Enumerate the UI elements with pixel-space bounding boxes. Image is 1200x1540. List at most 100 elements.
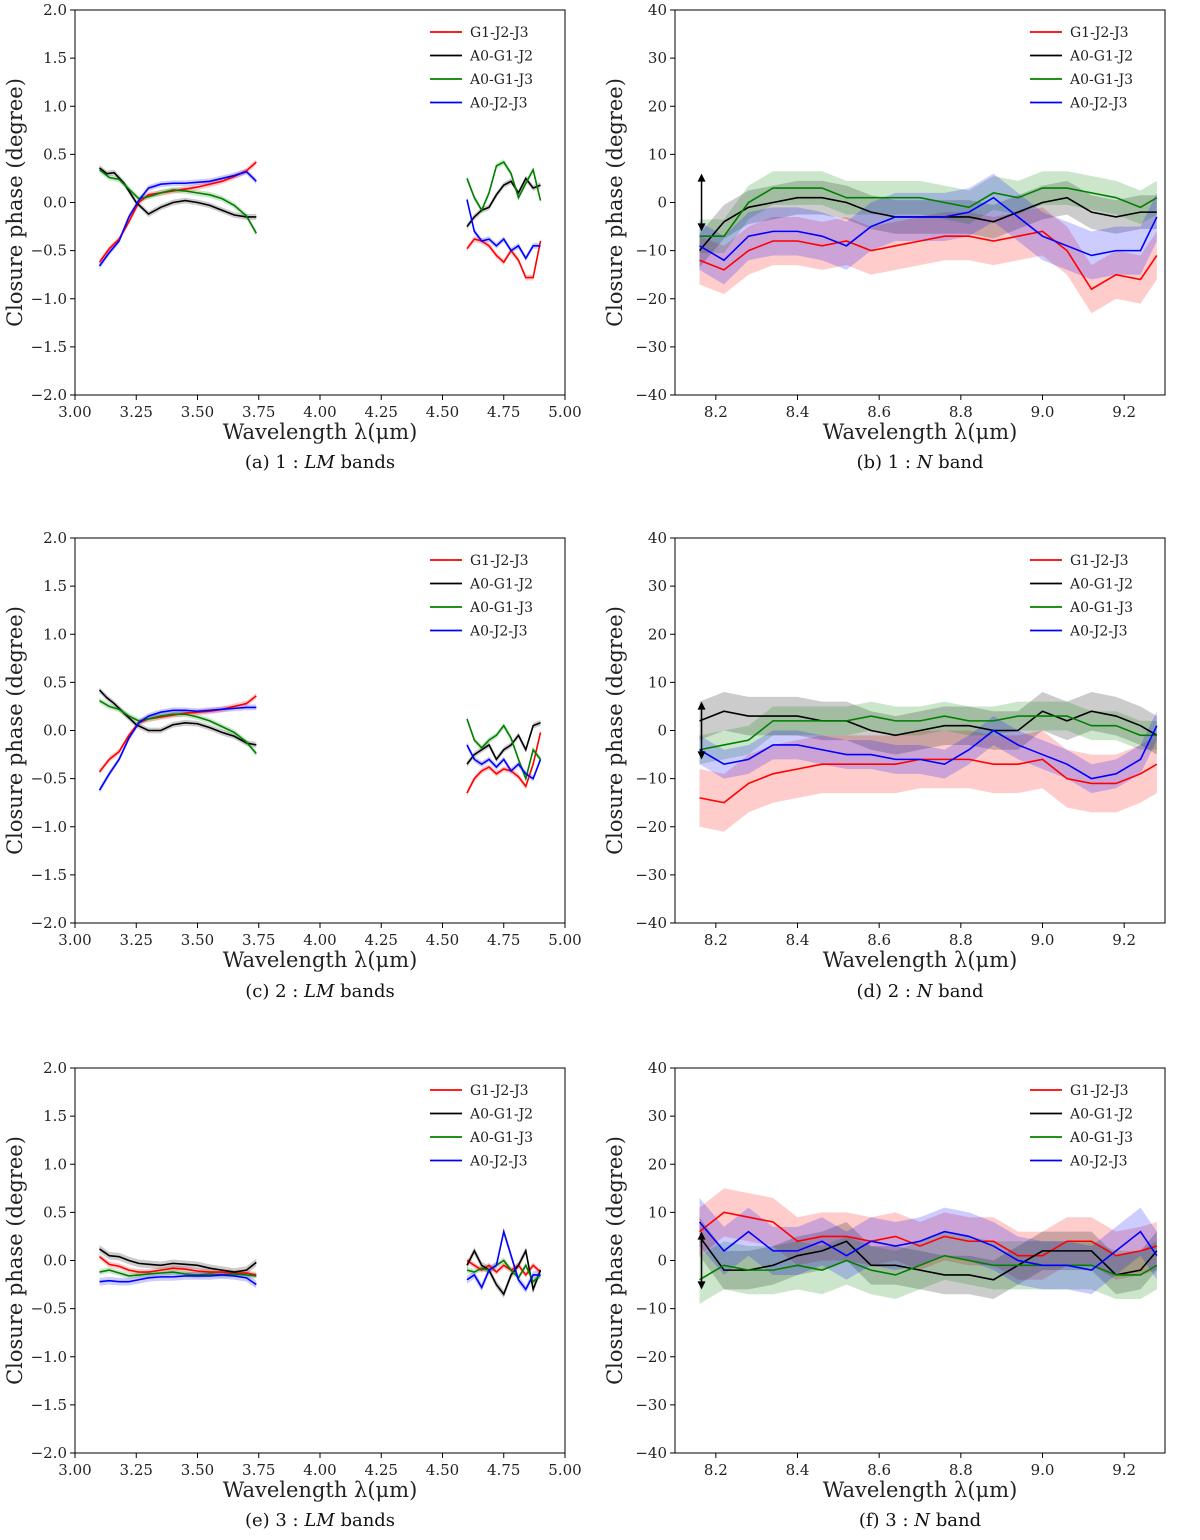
legend-label: G1-J2-J3 bbox=[1070, 25, 1129, 41]
x-tick-label: 5.00 bbox=[548, 403, 581, 421]
legend-label: A0-G1-J3 bbox=[469, 1130, 533, 1146]
x-tick-label: 3.50 bbox=[181, 403, 214, 421]
chart-panel-f: 8.2 8.4 8.6 8.8 9.0 9.2 −40 −30 −20 −10 0 10 20 30 40 W… bbox=[603, 1059, 1166, 1502]
y-tick-label: −0.5 bbox=[31, 770, 67, 788]
y-tick-label: −1.0 bbox=[31, 1348, 67, 1366]
caption-prefix: (c) 2 : bbox=[245, 981, 305, 1002]
x-tick-label: 3.75 bbox=[242, 931, 275, 949]
y-tick-label: 30 bbox=[648, 49, 667, 67]
error-band-G1-J2-J3-0 bbox=[699, 730, 1157, 832]
caption-prefix: (d) 2 : bbox=[856, 981, 917, 1002]
series-line-G1-J2-J3-0 bbox=[99, 1256, 257, 1276]
y-tick-label: −2.0 bbox=[31, 914, 67, 932]
series-line-A0-G1-J2-1 bbox=[466, 722, 541, 765]
x-tick-label: 5.00 bbox=[548, 1461, 581, 1479]
y-tick-label: 0.0 bbox=[43, 1252, 67, 1270]
x-tick-label: 3.00 bbox=[58, 931, 91, 949]
y-tick-label: 10 bbox=[648, 145, 667, 163]
series-line-A0-G1-J3-1 bbox=[466, 161, 542, 212]
y-tick-label: 1.0 bbox=[43, 625, 67, 643]
x-tick-label: 4.50 bbox=[426, 931, 459, 949]
y-tick-label: −40 bbox=[635, 1444, 667, 1462]
legend-label: G1-J2-J3 bbox=[470, 553, 529, 569]
y-tick-label: 1.5 bbox=[43, 577, 67, 595]
x-tick-label: 3.50 bbox=[181, 931, 214, 949]
legend-label: A0-G1-J2 bbox=[1069, 577, 1133, 593]
series-line-A0-G1-J3-0 bbox=[99, 1269, 257, 1277]
series-line-A0-J2-J3-1 bbox=[466, 744, 542, 780]
caption-band: N bbox=[916, 981, 933, 1002]
legend-label: G1-J2-J3 bbox=[1070, 1083, 1129, 1099]
y-tick-label: 20 bbox=[648, 97, 667, 115]
legend-label: A0-G1-J2 bbox=[469, 577, 533, 593]
x-tick-label: 8.4 bbox=[786, 403, 810, 421]
y-tick-label: −10 bbox=[635, 1300, 667, 1318]
legend-label: A0-G1-J3 bbox=[1069, 600, 1133, 616]
series-line-A0-G1-J2-1 bbox=[466, 1248, 542, 1296]
caption-suffix: bands bbox=[334, 452, 396, 473]
y-axis-label: Closure phase (degree) bbox=[603, 606, 627, 855]
y-tick-label: 1.0 bbox=[43, 97, 67, 115]
y-tick-label: −0.5 bbox=[31, 242, 67, 260]
y-tick-label: 0 bbox=[657, 722, 667, 740]
caption-band: LM bbox=[304, 1510, 335, 1531]
y-tick-label: 0 bbox=[657, 194, 667, 212]
x-tick-label: 9.0 bbox=[1031, 931, 1055, 949]
x-tick-label: 4.00 bbox=[303, 1461, 336, 1479]
x-tick-label: 9.0 bbox=[1031, 1461, 1055, 1479]
error-band-G1-J2-J3-1 bbox=[467, 236, 541, 281]
chart-panel-c: 3.00 3.25 3.50 3.75 4.00 4.25 4.50 4.75 5.00 −2.0… bbox=[3, 529, 582, 972]
x-tick-label: 3.75 bbox=[242, 1461, 275, 1479]
y-tick-label: −1.0 bbox=[31, 818, 67, 836]
error-band-A0-J2-J3-0 bbox=[99, 704, 257, 794]
y-tick-label: 1.5 bbox=[43, 1107, 67, 1125]
series-line-A0-G1-J2-0 bbox=[698, 1235, 1158, 1281]
error-band-A0-G1-J3-0 bbox=[699, 1231, 1157, 1304]
x-tick-label: 3.00 bbox=[58, 403, 91, 421]
error-arrow-head-up bbox=[697, 1231, 706, 1240]
series-line-A0-J2-J3-0 bbox=[98, 706, 257, 791]
x-tick-label: 8.2 bbox=[704, 931, 728, 949]
x-tick-label: 8.2 bbox=[704, 1461, 728, 1479]
error-band-A0-G1-J3-0 bbox=[699, 701, 1157, 765]
x-axis-label: Wavelength λ(μm) bbox=[823, 1478, 1018, 1502]
error-band-A0-G1-J3-0 bbox=[99, 166, 257, 237]
error-band-A0-G1-J3-0 bbox=[699, 171, 1157, 254]
series-line-A0-G1-J2-0 bbox=[699, 710, 1158, 737]
chart-panel-a: 3.00 3.25 3.50 3.75 4.00 4.25 4.50 4.75 5.00 −2.0… bbox=[3, 1, 582, 444]
y-tick-label: 40 bbox=[648, 529, 667, 547]
error-band-A0-G1-J3-0 bbox=[99, 697, 257, 757]
x-axis-label: Wavelength λ(μm) bbox=[223, 420, 418, 444]
series-line-A0-G1-J3-0 bbox=[99, 169, 257, 234]
series-line-A0-J2-J3-0 bbox=[98, 170, 257, 267]
y-tick-label: 0.0 bbox=[43, 194, 67, 212]
y-tick-label: 20 bbox=[648, 1155, 667, 1173]
y-tick-label: 30 bbox=[648, 577, 667, 595]
chart-panel-d: 8.2 8.4 8.6 8.8 9.0 9.2 −40 −30 −20 −10 0 10 20 30 40 W… bbox=[603, 529, 1166, 972]
error-arrow-head-down bbox=[697, 751, 706, 760]
x-tick-label: 8.6 bbox=[867, 1461, 891, 1479]
error-arrow-head-up bbox=[697, 701, 706, 710]
series-line-A0-G1-J3-0 bbox=[99, 699, 257, 755]
caption-b: (b) 1 : N band bbox=[670, 452, 1170, 473]
y-tick-label: 0.5 bbox=[43, 673, 67, 691]
y-axis-label: Closure phase (degree) bbox=[603, 1136, 627, 1385]
series-line-G1-J2-J3-0 bbox=[699, 1211, 1158, 1257]
caption-band: N bbox=[914, 1510, 931, 1531]
caption-band: LM bbox=[304, 981, 335, 1002]
y-tick-label: −20 bbox=[635, 1348, 667, 1366]
caption-prefix: (e) 3 : bbox=[244, 1510, 305, 1531]
series-line-A0-J2-J3-1 bbox=[466, 1228, 541, 1291]
caption-band: N bbox=[916, 452, 933, 473]
x-tick-label: 8.8 bbox=[949, 403, 973, 421]
x-tick-label: 3.75 bbox=[242, 403, 275, 421]
caption-suffix: bands bbox=[334, 981, 395, 1002]
y-tick-label: −20 bbox=[635, 290, 667, 308]
error-band-A0-G1-J2-0 bbox=[699, 692, 1157, 755]
x-tick-label: 4.00 bbox=[303, 931, 336, 949]
caption-prefix: (b) 1 : bbox=[856, 452, 917, 473]
caption-suffix: band bbox=[930, 1510, 982, 1531]
x-tick-label: 9.2 bbox=[1112, 931, 1136, 949]
caption-band: LM bbox=[304, 452, 335, 473]
